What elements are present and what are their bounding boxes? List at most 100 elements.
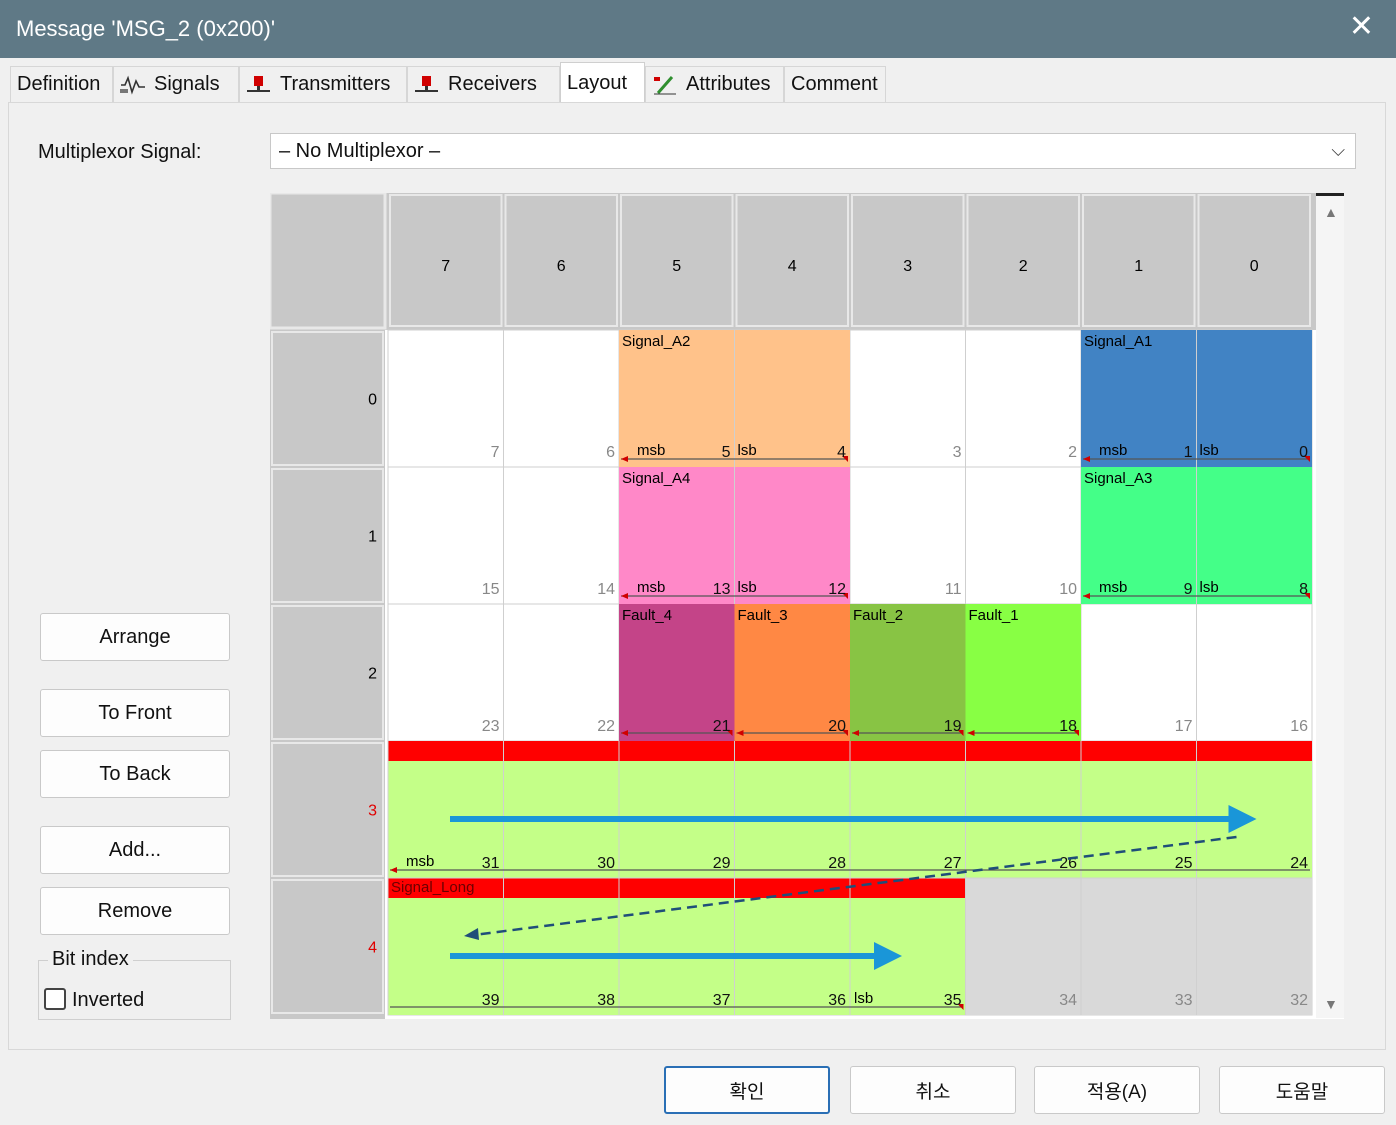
bit-cell[interactable]: [965, 329, 1082, 468]
column-header-cell: [851, 194, 965, 327]
vertical-scrollbar[interactable]: [1316, 196, 1344, 1018]
bit-number-label: 5: [722, 444, 731, 461]
multiplexor-select[interactable]: – No Multiplexor – ⌵: [270, 133, 1356, 169]
remove-button[interactable]: Remove: [40, 887, 230, 935]
bit-cell[interactable]: [965, 466, 1082, 605]
column-header-label: 3: [903, 258, 912, 275]
title-bar: [0, 0, 1396, 58]
bit-cell[interactable]: [387, 329, 504, 468]
msb-marker-icon: [621, 593, 628, 599]
tab-label: Attributes: [686, 73, 771, 95]
help-button[interactable]: 도움말: [1219, 1066, 1385, 1114]
msb-marker-icon: [621, 730, 628, 736]
signal-block[interactable]: [850, 604, 966, 741]
bit-number-label: 7: [491, 444, 500, 461]
signal-block[interactable]: [965, 604, 1082, 741]
signal-wave-icon: [120, 75, 146, 95]
row-header-cell: [271, 879, 384, 1014]
bit-number-label: 39: [482, 992, 500, 1009]
msb-marker-icon: [967, 730, 975, 736]
tab-comment[interactable]: Comment: [784, 66, 886, 102]
close-icon[interactable]: ✕: [1348, 10, 1374, 43]
bit-number-label: 13: [713, 581, 731, 598]
tab-label: Receivers: [448, 73, 537, 95]
wrap-arrow-line: [473, 835, 1237, 937]
bit-cell[interactable]: [503, 329, 620, 468]
lsb-label: lsb: [854, 990, 873, 1007]
column-header-cell: [1082, 194, 1196, 327]
lsb-label: lsb: [738, 442, 757, 459]
multiplexor-value: – No Multiplexor –: [279, 140, 441, 162]
bit-number-label: 20: [828, 718, 846, 735]
tab-attributes[interactable]: Attributes: [645, 66, 784, 102]
bit-cell[interactable]: [849, 329, 966, 468]
column-header-label: 5: [672, 258, 681, 275]
column-header-cell: [504, 194, 618, 327]
signal-name: Signal_A4: [622, 470, 690, 487]
to-front-button[interactable]: To Front: [40, 689, 230, 737]
bit-number-label: 36: [828, 992, 846, 1009]
bit-number-label: 19: [944, 718, 962, 735]
row-header-label: 1: [368, 529, 377, 546]
bit-number-label: 21: [713, 718, 731, 735]
tab-signals[interactable]: Signals: [113, 66, 239, 102]
signal-long-bar-byte4: [388, 878, 966, 898]
bit-number-label: 37: [713, 992, 731, 1009]
tab-label: Definition: [17, 73, 101, 95]
row-header-label: 3: [368, 803, 377, 820]
scroll-down-icon[interactable]: ▼: [1324, 996, 1338, 1012]
lsb-marker-icon: [842, 730, 848, 736]
add-button[interactable]: Add...: [40, 826, 230, 874]
scroll-up-icon[interactable]: ▲: [1324, 204, 1338, 220]
ecu-node-icon: [246, 75, 272, 95]
tab-label: Transmitters: [280, 73, 391, 95]
inverted-checkbox[interactable]: [44, 988, 66, 1010]
lsb-marker-icon: [842, 456, 848, 462]
ok-button[interactable]: 확인: [664, 1066, 830, 1114]
column-header-cell: [389, 194, 503, 327]
lsb-marker-icon: [1073, 730, 1079, 736]
tab-layout[interactable]: Layout: [560, 62, 645, 103]
cancel-button[interactable]: 취소: [850, 1066, 1016, 1114]
row-header-label: 2: [368, 666, 377, 683]
tab-transmitters[interactable]: Transmitters: [239, 66, 407, 102]
column-header-label: 7: [441, 258, 450, 275]
bit-number-label: 22: [597, 718, 615, 735]
bit-number-label: 24: [1290, 855, 1308, 872]
msb-marker-icon: [621, 456, 628, 462]
row-header-cell: [271, 468, 384, 603]
bit-number-label: 9: [1184, 581, 1193, 598]
row-header-label: 4: [368, 940, 377, 957]
column-header-cell: [966, 194, 1080, 327]
msb-marker-icon: [390, 867, 397, 873]
tab-definition[interactable]: Definition: [10, 66, 113, 102]
bit-number-label: 33: [1175, 992, 1193, 1009]
bit-cell[interactable]: [387, 466, 504, 605]
bit-number-label: 25: [1175, 855, 1193, 872]
bit-cell[interactable]: [503, 603, 620, 742]
bit-number-label: 3: [953, 444, 962, 461]
bit-number-label: 6: [606, 444, 615, 461]
column-header-label: 4: [788, 258, 797, 275]
tab-receivers[interactable]: Receivers: [407, 66, 560, 102]
bit-number-label: 32: [1290, 992, 1308, 1009]
signal-name: Signal_A3: [1084, 470, 1152, 487]
arrow-right-icon: [1228, 805, 1257, 833]
signal-block[interactable]: [734, 604, 851, 741]
bit-cell[interactable]: [503, 466, 620, 605]
to-back-button[interactable]: To Back: [40, 750, 230, 798]
column-header-cell: [1197, 194, 1311, 327]
signal-block[interactable]: [619, 604, 735, 741]
bit-number-label: 30: [597, 855, 615, 872]
tab-label: Comment: [791, 73, 878, 95]
signal-name: Fault_2: [853, 607, 903, 624]
apply-button[interactable]: 적용(A): [1034, 1066, 1200, 1114]
corner-cell: [270, 193, 387, 330]
signal-name: Signal_A1: [1084, 333, 1152, 350]
arrange-button[interactable]: Arrange: [40, 613, 230, 661]
bit-cell[interactable]: [387, 603, 504, 742]
bit-number-label: 18: [1059, 718, 1077, 735]
pencil-icon: [652, 75, 678, 95]
signal-long-byte4[interactable]: [388, 878, 966, 1015]
